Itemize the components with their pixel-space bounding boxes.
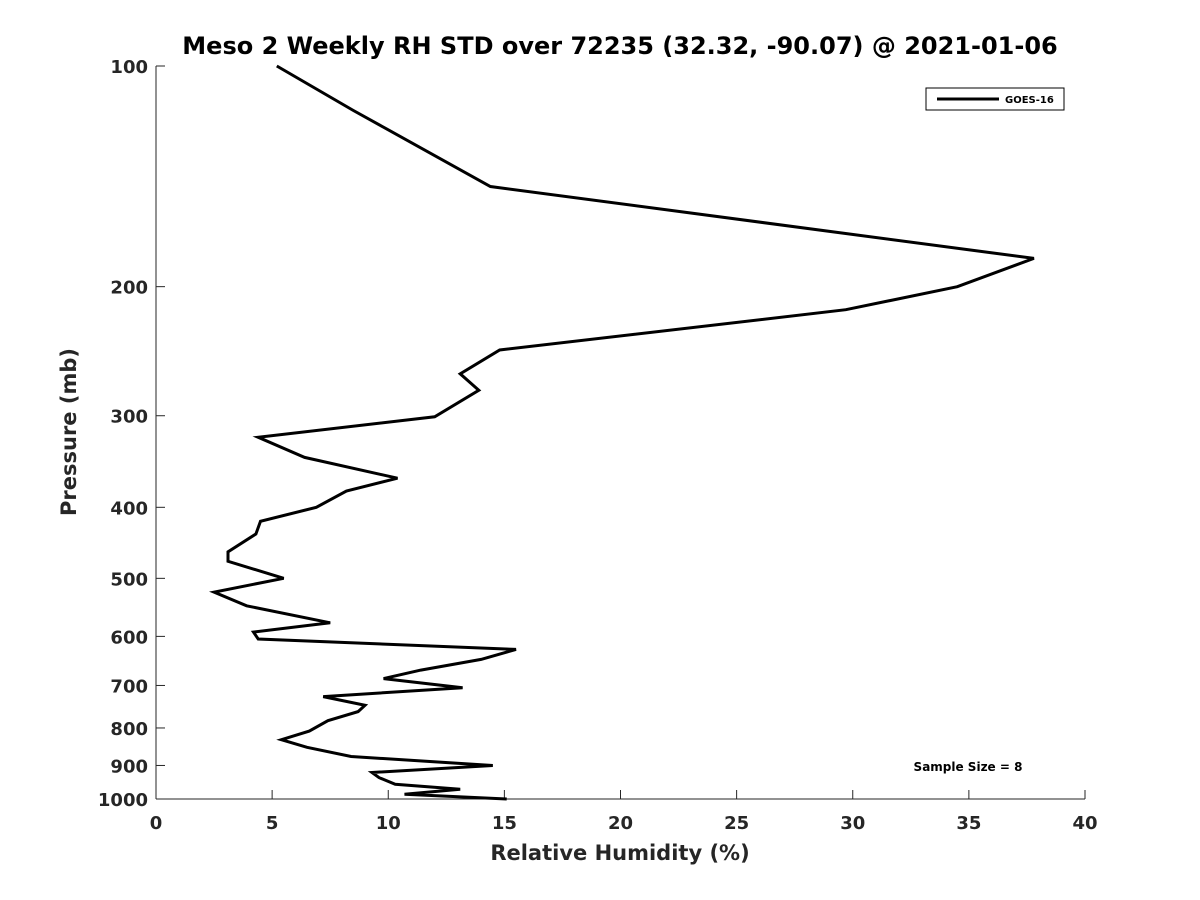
y-tick-label: 700 [110, 676, 148, 697]
y-tick-label: 100 [110, 57, 148, 78]
y-tick-label: 200 [110, 278, 148, 299]
x-tick-label: 30 [840, 813, 865, 834]
y-tick-label: 1000 [98, 790, 148, 811]
y-tick-label: 500 [110, 569, 148, 590]
x-tick-label: 25 [724, 813, 749, 834]
x-tick-label: 20 [608, 813, 633, 834]
x-axis-ticks: 0 5 10 15 20 25 30 35 40 [150, 790, 1098, 834]
x-tick-label: 10 [376, 813, 401, 834]
legend: GOES-16 [925, 87, 1065, 111]
y-tick-label: 300 [110, 407, 148, 428]
y-tick-label: 400 [110, 498, 148, 519]
x-tick-label: 35 [956, 813, 981, 834]
x-tick-label: 5 [266, 813, 279, 834]
sample-size-annotation: Sample Size = 8 [914, 760, 1023, 774]
x-axis-label: Relative Humidity (%) [490, 841, 749, 865]
x-tick-label: 40 [1072, 813, 1097, 834]
y-tick-label: 600 [110, 627, 148, 648]
y-axis-ticks: 100 200 300 400 500 600 700 800 900 1000 [98, 57, 165, 811]
y-tick-label: 900 [110, 756, 148, 777]
legend-label-goes-16: GOES-16 [1005, 95, 1054, 106]
series-group [209, 64, 1035, 801]
series-line-goes-16 [209, 64, 1035, 801]
x-tick-label: 15 [492, 813, 517, 834]
chart-title: Meso 2 Weekly RH STD over 72235 (32.32, … [182, 32, 1057, 60]
x-tick-label: 0 [150, 813, 163, 834]
y-axis-label: Pressure (mb) [57, 348, 81, 516]
y-tick-label: 800 [110, 719, 148, 740]
